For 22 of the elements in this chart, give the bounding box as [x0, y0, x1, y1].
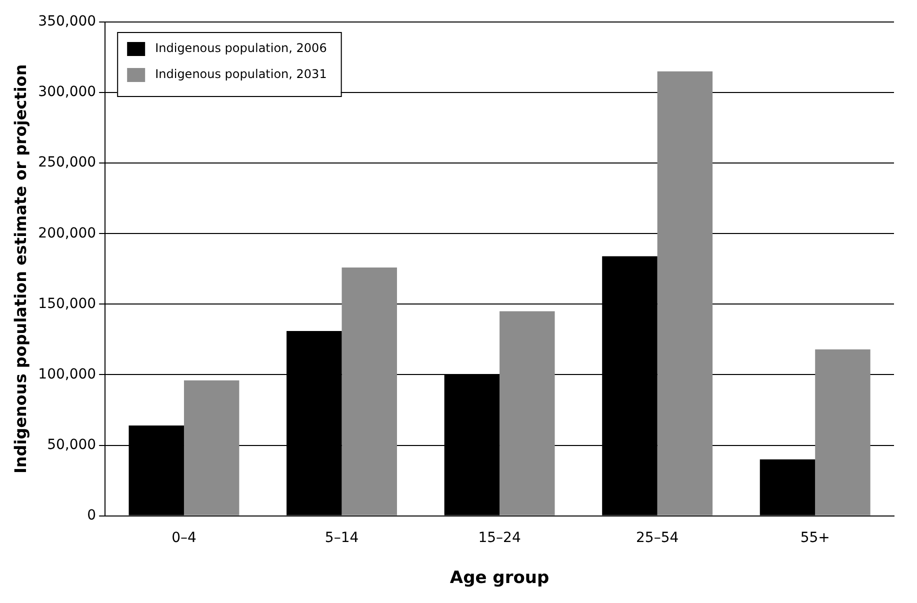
y-tick-label: 150,000 [38, 296, 96, 312]
y-tick-label: 300,000 [38, 84, 96, 100]
bar [342, 267, 397, 516]
y-tick-label: 100,000 [38, 366, 96, 382]
x-tick-label: 25–54 [636, 530, 679, 546]
x-tick-label: 55+ [800, 530, 830, 546]
x-axis-title: Age group [450, 568, 550, 588]
x-tick-label: 0–4 [172, 530, 196, 546]
x-tick-label: 5–14 [324, 530, 359, 546]
y-axis-title: Indigenous population estimate or projection [10, 64, 30, 474]
y-tick-label: 50,000 [47, 436, 96, 453]
bar [184, 380, 240, 516]
y-tick-label: 0 [87, 507, 96, 524]
y-tick-label: 250,000 [38, 154, 96, 171]
y-tick-label: 350,000 [38, 14, 96, 30]
legend-label: Indigenous population, 2031 [155, 67, 327, 82]
bar [657, 71, 713, 516]
bar [815, 349, 870, 516]
bar [500, 311, 555, 516]
legend-label: Indigenous population, 2006 [155, 41, 327, 56]
y-tick-label: 200,000 [38, 225, 96, 242]
x-tick-label: 15–24 [478, 530, 521, 546]
